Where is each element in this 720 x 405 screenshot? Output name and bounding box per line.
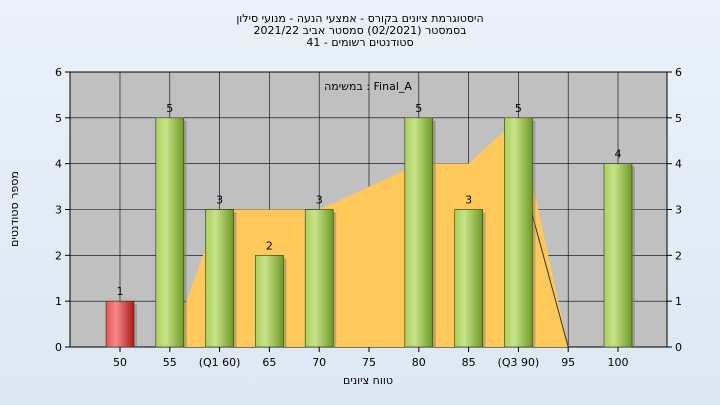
title-line-1: היסטוגרמת ציונים בקורס - אמצעי הנעה - מנ… (236, 12, 483, 25)
data-label: 5 (166, 102, 173, 115)
x-tick-label: 55 (163, 356, 177, 369)
title-line-2: בסמסטר (02/2021) סמסטר אביב 2021/22 (253, 24, 466, 37)
title-line-3: סטודנטים רשומים - 41 (306, 36, 413, 49)
y-tick-label-right: 0 (675, 341, 682, 354)
data-label: 4 (615, 148, 622, 161)
y-tick-label-left: 5 (55, 112, 62, 125)
y-tick-label-left: 3 (55, 204, 62, 217)
y-axis-label: מספר סטודנטים (8, 171, 21, 247)
y-tick-label-right: 6 (675, 66, 682, 79)
x-tick-label: 85 (462, 356, 476, 369)
bar-50[interactable] (105, 300, 135, 348)
y-tick-label-left: 4 (55, 158, 62, 171)
x-tick-label: 75 (362, 356, 376, 369)
y-tick-label-left: 2 (55, 249, 62, 262)
y-tick-label-right: 1 (675, 295, 682, 308)
area-series (120, 117, 618, 347)
y-tick-label-right: 5 (675, 112, 682, 125)
data-label: 3 (465, 194, 472, 207)
data-label: 5 (515, 102, 522, 115)
annotation: במשימה : Final_A (324, 80, 412, 93)
y-axis-right: 0 1 2 3 4 5 6 (667, 66, 682, 354)
bar-(Q3 90)[interactable] (504, 117, 533, 348)
y-tick-label-right: 3 (675, 204, 682, 217)
y-tick-label-right: 2 (675, 249, 682, 262)
data-label: 5 (415, 102, 422, 115)
y-tick-label-left: 0 (55, 341, 62, 354)
x-tick-label: 50 (113, 356, 127, 369)
data-labels: 1 5 3 2 3 5 3 5 4 (117, 102, 622, 298)
x-tick-label: 80 (412, 356, 426, 369)
x-tick-label: 70 (312, 356, 326, 369)
y-tick-label-left: 6 (55, 66, 62, 79)
x-tick-label: 95 (561, 356, 575, 369)
bar-80[interactable] (404, 117, 434, 348)
bar-(Q1 60)[interactable] (205, 209, 234, 348)
chart-title: היסטוגרמת ציונים בקורס - אמצעי הנעה - מנ… (236, 12, 483, 49)
data-label: 2 (266, 239, 273, 252)
x-tick-label: 100 (608, 356, 629, 369)
data-label: 3 (216, 194, 223, 207)
y-tick-label-right: 4 (675, 158, 682, 171)
bar-85[interactable] (454, 209, 483, 348)
x-axis: 50 55 (Q1 60) 65 70 75 80 85 (Q3 90) 95 100 (113, 347, 629, 369)
x-axis-label: טווח ציונים (343, 374, 393, 387)
bar-100[interactable] (603, 163, 633, 348)
x-tick-label: 65 (262, 356, 276, 369)
y-axis-left: 0 1 2 3 4 5 6 (55, 66, 70, 354)
bars (105, 117, 635, 348)
data-label: 3 (316, 194, 323, 207)
x-tick-label: (Q1 60) (199, 356, 241, 369)
bar-65[interactable] (255, 255, 284, 348)
y-tick-label-left: 1 (55, 295, 62, 308)
bar-55[interactable] (155, 117, 185, 348)
x-tick-label: (Q3 90) (498, 356, 540, 369)
data-label: 1 (117, 285, 124, 298)
bar-70[interactable] (304, 209, 334, 348)
